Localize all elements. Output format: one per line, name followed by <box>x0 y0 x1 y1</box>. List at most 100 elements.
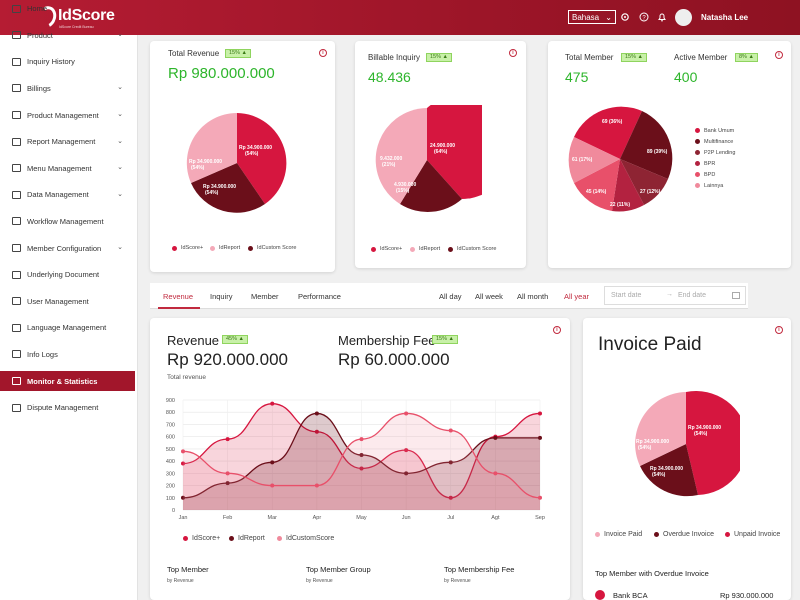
pie-slice-idcustom <box>400 160 462 212</box>
card-value: 48.436 <box>368 69 411 85</box>
help-icon[interactable]: ? <box>639 12 649 22</box>
info-icon[interactable]: i <box>553 326 561 334</box>
data-point <box>270 401 275 406</box>
sidebar-item-data-management[interactable]: Data Management ⌄ <box>0 185 135 205</box>
sidebar-item-monitor-statistics[interactable]: Monitor & Statistics <box>0 371 135 391</box>
sidebar-item-label: Report Management <box>27 137 96 147</box>
brand-logo[interactable]: IdScore IdScore Credit Bureau <box>34 3 118 31</box>
sidebar-item-workflow-management[interactable]: Workflow Management <box>0 211 135 231</box>
sidebar-item-user-management[interactable]: User Management <box>0 291 135 311</box>
sidebar-item-inquiry-history[interactable]: Inquiry History <box>0 52 135 72</box>
info-icon[interactable]: i <box>319 49 327 57</box>
sidebar-item-label: Monitor & Statistics <box>27 376 98 386</box>
gear-icon[interactable] <box>620 12 630 22</box>
top-fee-title: Top Membership Fee <box>444 565 515 574</box>
end-date-input[interactable]: End date <box>678 292 707 299</box>
period-all-month[interactable]: All month <box>517 292 549 301</box>
avatar[interactable] <box>675 9 692 26</box>
sidebar-item-menu-management[interactable]: Menu Management ⌄ <box>0 158 135 178</box>
growth-badge: 15% ▲ <box>621 53 647 62</box>
pie-slice-idscore <box>237 113 287 204</box>
home-icon <box>12 4 21 13</box>
fee-value: Rp 60.000.000 <box>338 350 450 369</box>
active-tab-indicator <box>158 307 200 309</box>
member-icon <box>12 244 21 252</box>
calendar-icon[interactable] <box>732 292 740 299</box>
period-all-week[interactable]: All week <box>475 292 503 301</box>
billing-icon <box>12 84 21 93</box>
date-range-picker[interactable]: Start date → End date <box>604 286 746 305</box>
card-value-2: 400 <box>674 69 698 85</box>
info-icon[interactable]: i <box>509 49 517 57</box>
info-icon[interactable]: i <box>775 326 783 334</box>
pie-slice-multifinance <box>620 111 673 179</box>
pie-pct: (15%) <box>396 188 410 194</box>
data-point <box>270 460 275 465</box>
sidebar-item-product-management[interactable]: Product Management ⌄ <box>0 105 135 125</box>
sidebar-item-product[interactable]: Product ⌄ <box>0 25 135 45</box>
monitor-icon <box>12 377 21 385</box>
dispute-icon <box>12 403 21 412</box>
pie-label: 69 (36%) <box>602 119 623 125</box>
language-select[interactable]: Bahasa ⌄ <box>568 10 616 24</box>
sidebar-item-label: User Management <box>27 296 89 306</box>
x-tick-label: Sep <box>535 515 545 521</box>
sidebar-item-member-configuration[interactable]: Member Configuration ⌄ <box>0 238 135 258</box>
tab-revenue[interactable]: Revenue <box>163 292 194 301</box>
menu-icon <box>12 164 21 173</box>
data-point <box>448 428 453 433</box>
report-icon <box>12 137 21 146</box>
sidebar-item-report-management[interactable]: Report Management ⌄ <box>0 132 135 152</box>
fee-badge: 15% ▲ <box>432 335 458 344</box>
pie-label: 61 (17%) <box>572 157 593 163</box>
tab-member[interactable]: Member <box>251 292 279 301</box>
pie-label: 24.900.000 <box>430 143 455 149</box>
legend-item: IdScore+ <box>183 535 220 542</box>
top-group-sub: by Revenue <box>306 578 333 584</box>
pie-label: 89 (39%) <box>647 149 668 155</box>
legend-item: Unpaid Invoice <box>725 531 780 538</box>
sidebar-item-billings[interactable]: Billings ⌄ <box>0 78 135 98</box>
sidebar-item-label: Product Management <box>27 110 99 120</box>
period-all-day[interactable]: All day <box>439 292 462 301</box>
y-tick-label: 900 <box>166 398 175 404</box>
sidebar-item-language-management[interactable]: Language Management <box>0 318 135 338</box>
start-date-input[interactable]: Start date <box>611 292 642 299</box>
period-all-year[interactable]: All year <box>564 292 590 301</box>
sidebar-item-dispute-management[interactable]: Dispute Management <box>0 398 135 418</box>
log-icon <box>12 350 21 359</box>
chevron-down-icon: ⌄ <box>117 244 123 251</box>
growth-badge: 15% ▲ <box>225 49 251 58</box>
sidebar-item-underlying-document[interactable]: Underlying Document <box>0 265 135 285</box>
pie-pct: (21%) <box>382 162 396 168</box>
user-name[interactable]: Natasha Lee <box>701 13 749 22</box>
total-revenue-card: i Total Revenue 15% ▲ Rp 980.000.000 Rp … <box>150 41 335 272</box>
data-point <box>538 435 542 440</box>
y-tick-label: 300 <box>166 471 175 477</box>
growth-badge: 45% ▲ <box>222 335 248 344</box>
data-point <box>493 435 498 440</box>
tab-inquiry[interactable]: Inquiry <box>210 292 233 301</box>
pie-slice-idscore <box>427 105 482 199</box>
pie-label: 27 (12%) <box>640 189 661 195</box>
legend-item: Lainnya <box>695 180 735 191</box>
growth-badge-2: 8% ▲ <box>735 53 758 62</box>
sidebar-item-info-logs[interactable]: Info Logs <box>0 344 135 364</box>
legend-item: Multifinance <box>695 136 735 147</box>
pie-pct: (54%) <box>638 445 652 451</box>
bell-icon[interactable] <box>657 12 667 22</box>
y-tick-label: 0 <box>172 508 175 514</box>
bank-logo-icon <box>595 590 605 600</box>
revenue-title: Revenue <box>167 333 220 348</box>
info-icon[interactable]: i <box>775 51 783 59</box>
member-pie-chart: 69 (36%) 89 (39%) 27 (12%) 22 (11%) 45 (… <box>568 106 673 212</box>
pie-slice-idreport <box>186 112 237 183</box>
card-value: 475 <box>565 69 589 85</box>
sidebar-item-label: Menu Management <box>27 163 92 173</box>
card-title: Total Member <box>565 53 614 62</box>
overdue-row-name[interactable]: Bank BCA <box>613 591 648 600</box>
sidebar-item-label: Product <box>27 30 53 40</box>
pie-slice-bpd <box>574 159 620 211</box>
sidebar-item-home[interactable]: Home <box>0 0 135 19</box>
tab-performance[interactable]: Performance <box>298 292 341 301</box>
